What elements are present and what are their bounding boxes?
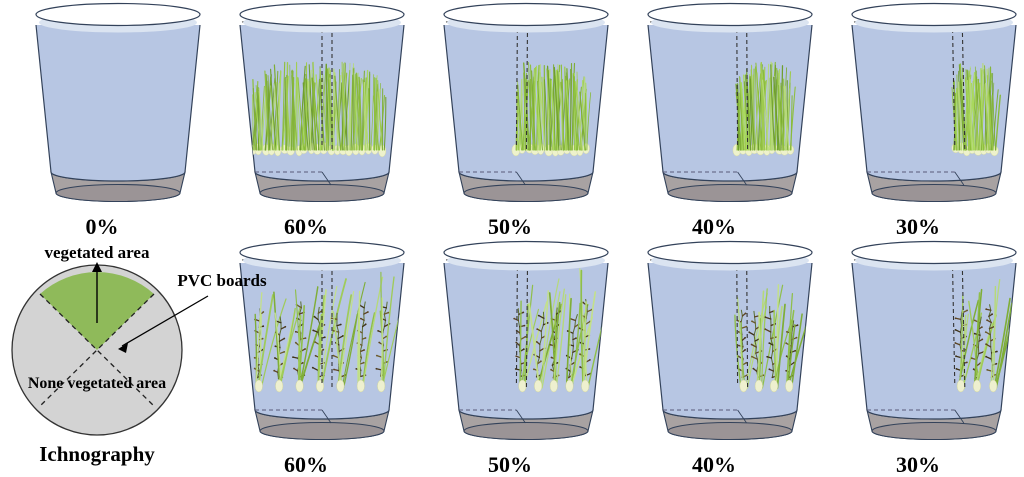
svg-text:PVC boards: PVC boards [177,271,267,290]
svg-text:None vegetated area: None vegetated area [28,375,166,392]
svg-text:vegetated area: vegetated area [45,243,150,262]
svg-text:Ichnography: Ichnography [39,442,155,466]
